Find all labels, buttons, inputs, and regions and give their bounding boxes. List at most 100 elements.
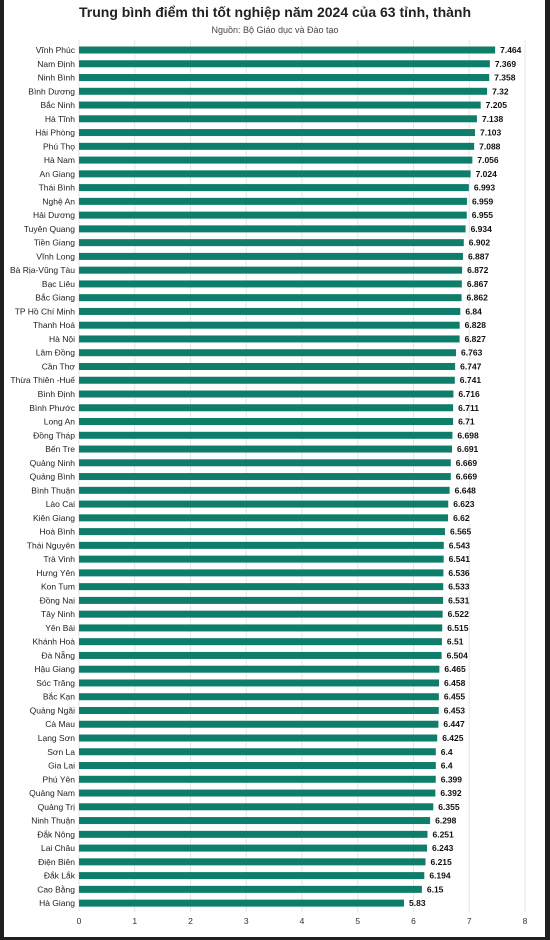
value-label: 7.056 [477,155,499,165]
value-label: 7.369 [495,59,517,69]
bars: Vĩnh Phúc 7.464 Nam Định 7.369 Ninh Bình 7.35… [10,45,522,908]
value-label: 6.648 [455,485,477,495]
bar [79,431,453,439]
value-label: 6.872 [467,265,489,275]
value-label: 6.902 [469,238,491,248]
category-label: Bạc Liêu [42,279,75,289]
bar [79,720,439,728]
category-label: Thái Nguyên [27,540,75,550]
value-label: 6.425 [442,733,464,743]
value-label: 6.698 [457,430,479,440]
category-label: Thái Bình [39,183,76,193]
value-label: 6.4 [441,747,453,757]
bar [79,266,463,274]
category-label: Kon Tum [41,582,75,592]
value-label: 6.565 [450,527,472,537]
x-tick-label: 1 [132,916,137,926]
value-label: 5.83 [409,898,426,908]
value-label: 6.741 [460,375,482,385]
bar [79,142,475,150]
bar [79,583,444,591]
category-label: Đắk Nông [37,829,75,839]
bar [79,734,438,742]
bar [79,101,481,109]
value-label: 6.934 [471,224,493,234]
bar [79,46,496,54]
bar [79,706,439,714]
bar [79,349,457,357]
bar [79,528,445,536]
category-label: Cà Mau [45,719,75,729]
value-label: 6.504 [447,650,469,660]
value-label: 6.533 [448,582,470,592]
value-label: 6.392 [440,788,462,798]
category-label: Lâm Đồng [36,348,75,358]
category-label: Trà Vinh [43,554,75,564]
x-axis: 0 1 2 3 4 5 6 7 8 [77,916,528,926]
value-label: 6.455 [444,692,466,702]
category-label: Nam Định [37,59,75,69]
value-label: 6.531 [448,595,470,605]
category-label: Đồng Tháp [33,430,75,440]
category-label: Lạng Sơn [38,733,76,743]
bar [79,225,466,233]
category-label: Bình Định [38,389,76,399]
value-label: 6.716 [458,389,480,399]
bar [79,830,428,838]
value-label: 6.711 [458,403,479,413]
category-label: Hoà Bình [40,527,76,537]
x-tick-label: 0 [77,916,82,926]
value-label: 6.215 [430,857,452,867]
value-label: 6.399 [441,774,463,784]
category-label: Quảng Bình [30,472,76,482]
value-label: 6.763 [461,348,483,358]
value-label: 6.669 [456,458,478,468]
bar [79,748,436,756]
category-label: Yên Bái [45,623,75,633]
bar [79,541,444,549]
bar [79,665,440,673]
value-label: 6.993 [474,183,496,193]
value-label: 6.543 [449,540,471,550]
value-label: 6.959 [472,196,494,206]
bar [79,156,473,164]
bar [79,486,450,494]
bar [79,844,428,852]
category-label: Sóc Trăng [36,678,75,688]
bar [79,404,454,412]
category-label: Bắc Kạn [43,692,75,702]
bar [79,252,463,260]
bar [79,569,444,577]
value-label: 6.623 [453,499,475,509]
bar [79,803,434,811]
category-label: Hà Tĩnh [45,114,75,124]
bar [79,596,444,604]
value-label: 6.71 [458,417,475,427]
bar-chart: Trung bình điểm thi tốt nghiệp năm 2024 … [10,4,528,926]
bar [79,473,451,481]
bar [79,74,490,82]
bar [79,211,467,219]
category-label: Kiên Giang [33,513,75,523]
bar [79,170,471,178]
chart-title: Trung bình điểm thi tốt nghiệp năm 2024 … [79,4,471,20]
value-label: 6.828 [465,320,487,330]
x-tick-label: 8 [523,916,528,926]
x-tick-label: 2 [188,916,193,926]
category-label: Phú Thọ [43,141,75,151]
value-label: 6.862 [467,293,489,303]
bar [79,307,461,315]
bar [79,885,422,893]
bar [79,775,436,783]
category-label: Vĩnh Phúc [36,45,76,55]
category-label: Bình Thuận [31,485,75,495]
category-label: Vĩnh Long [36,251,75,261]
bar [79,129,475,137]
category-label: Quảng Nam [29,788,75,798]
bar [79,899,405,907]
category-label: Phú Yên [43,774,76,784]
value-label: 6.827 [465,334,487,344]
category-label: Hải Dương [33,210,75,220]
value-label: 6.84 [465,306,482,316]
category-label: An Giang [40,169,76,179]
